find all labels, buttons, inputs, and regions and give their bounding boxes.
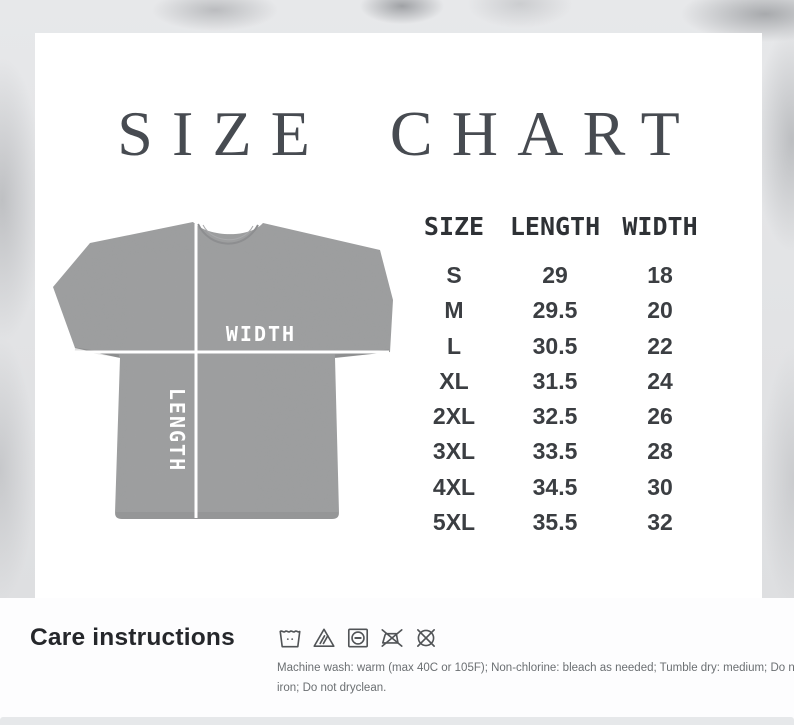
table-row: 5XL 35.5 32 xyxy=(408,505,710,540)
column-header-width: WIDTH xyxy=(622,212,698,241)
width-label: WIDTH xyxy=(226,322,296,346)
tshirt-measurement-diagram: WIDTH LENGTH xyxy=(52,215,397,531)
tumble-dry-medium-icon xyxy=(347,628,369,648)
width-value: 26 xyxy=(647,403,673,430)
machine-wash-icon xyxy=(279,630,301,648)
width-value: 24 xyxy=(647,367,673,394)
do-not-iron-icon xyxy=(381,629,403,647)
length-value: 35.5 xyxy=(532,509,578,536)
tshirt-collar-inner xyxy=(202,224,254,241)
width-value: 28 xyxy=(647,438,673,465)
tshirt-collar xyxy=(197,223,259,245)
care-instructions-section: Care instructions xyxy=(0,598,794,725)
size-value: 2XL xyxy=(432,403,476,430)
non-chlorine-bleach-icon xyxy=(313,628,335,647)
length-label: LENGTH xyxy=(165,388,189,472)
size-table: SIZE LENGTH WIDTH S 29 18 M 29.5 20 L 30… xyxy=(408,212,710,540)
length-value: 34.5 xyxy=(532,473,578,500)
length-value: 30.5 xyxy=(532,332,578,359)
size-value: 4XL xyxy=(432,473,476,500)
size-value: 3XL xyxy=(432,438,476,465)
care-instructions-text: Machine wash: warm (max 40C or 105F); No… xyxy=(277,658,794,699)
care-text-line: Machine wash: warm (max 40C or 105F); No… xyxy=(277,662,794,674)
length-value: 31.5 xyxy=(532,367,578,394)
care-text-line: iron; Do not dryclean. xyxy=(277,682,387,695)
length-value: 29.5 xyxy=(532,297,578,324)
size-value: L xyxy=(446,332,462,359)
table-row: M 29.5 20 xyxy=(408,293,710,328)
table-row: XL 31.5 24 xyxy=(408,364,710,399)
width-value: 32 xyxy=(647,509,673,536)
tshirt-illustration: WIDTH LENGTH xyxy=(53,222,393,519)
length-value: 33.5 xyxy=(532,438,578,465)
next-section-divider xyxy=(0,717,794,725)
care-instructions-heading: Care instructions xyxy=(30,624,235,651)
width-value: 22 xyxy=(647,332,673,359)
table-row: 3XL 33.5 28 xyxy=(408,434,710,469)
table-row: 4XL 34.5 30 xyxy=(408,470,710,505)
do-not-dryclean-icon xyxy=(417,629,435,647)
size-chart-card: SIZE CHART xyxy=(35,33,762,598)
table-row: 2XL 32.5 26 xyxy=(408,399,710,434)
table-row: L 30.5 22 xyxy=(408,329,710,364)
length-value: 32.5 xyxy=(532,403,578,430)
care-symbols-row xyxy=(277,625,439,651)
tshirt-fabric-texture xyxy=(53,222,393,519)
width-value: 18 xyxy=(647,262,673,288)
size-value: S xyxy=(446,262,462,288)
hem-shadow xyxy=(116,512,338,519)
size-table-header-row: SIZE LENGTH WIDTH xyxy=(408,212,710,242)
size-value: 5XL xyxy=(432,509,476,536)
table-row: S 29 18 xyxy=(408,258,710,293)
size-chart-title: SIZE CHART xyxy=(117,98,699,169)
width-value: 20 xyxy=(647,297,673,324)
size-value: M xyxy=(444,297,464,324)
length-value: 29 xyxy=(542,262,568,288)
column-header-length: LENGTH xyxy=(509,212,601,241)
size-value: XL xyxy=(439,367,469,394)
width-value: 30 xyxy=(647,473,673,500)
column-header-size: SIZE xyxy=(423,212,485,241)
size-table-body: S 29 18 M 29.5 20 L 30.5 22 XL 31.5 xyxy=(408,258,710,540)
